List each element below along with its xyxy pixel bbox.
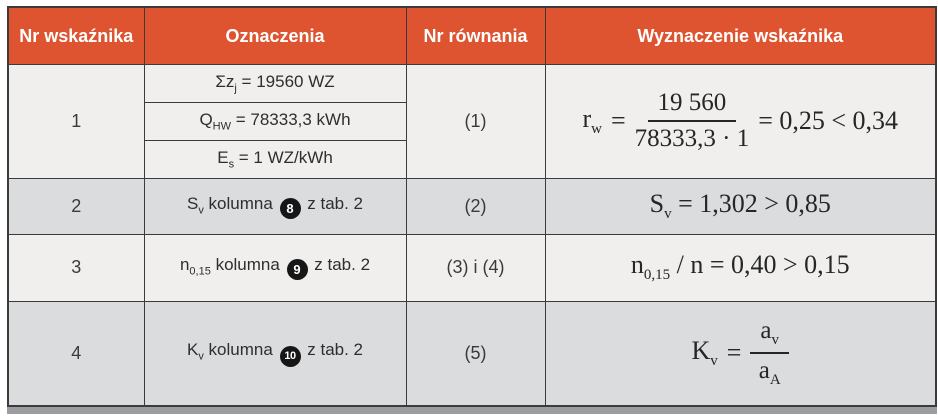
- fraction: av aA: [750, 317, 790, 389]
- rw-formula: rw = 19 560 78333,3 · 1 = 0,25 < 0,34: [550, 89, 932, 153]
- kv-formula: Kv = av aA: [550, 317, 932, 389]
- row4-designation: Kv kolumna 10 z tab. 2: [143, 300, 407, 407]
- row1-designation-2: QHW = 78333,3 kWh: [143, 101, 407, 141]
- designation-base: Σz: [215, 71, 235, 91]
- table-row: 2 Sv kolumna 8 z tab. 2 (2) Sv = 1,302 >…: [7, 177, 937, 235]
- table-row: QHW = 78333,3 kWh: [8, 101, 936, 141]
- row2-formula-cell: Sv = 1,302 > 0,85: [544, 177, 937, 235]
- sv-formula: Sv = 1,302 > 0,85: [649, 188, 831, 223]
- formula-result: = 0,25 < 0,34: [758, 106, 899, 135]
- designation-text: z tab. 2: [302, 193, 364, 213]
- designation-subscript: HW: [212, 120, 231, 133]
- equals-sign: =: [610, 106, 626, 135]
- row4-formula-cell: Kv = av aA: [544, 300, 937, 407]
- n015-formula: n0,15 / n = 0,40 > 0,15: [630, 250, 850, 284]
- header-nr-rownania: Nr równania: [405, 6, 546, 65]
- designation-text: kolumna: [203, 339, 278, 359]
- designation-base: K: [186, 339, 199, 359]
- indicators-table: Nr wskaźnika Oznaczenia Nr równania Wyzn…: [7, 6, 937, 407]
- designation-text: kolumna: [210, 255, 285, 274]
- designation-text: kolumna: [203, 193, 278, 213]
- row4-indicator-number: 4: [7, 300, 145, 407]
- header-oznaczenia: Oznaczenia: [143, 6, 407, 65]
- row1-indicator-number: 1: [7, 63, 145, 179]
- bottom-shadow-bar: [7, 407, 937, 414]
- formula-lhs: rw: [582, 103, 602, 138]
- designation-value: = 1 WZ/kWh: [234, 147, 333, 167]
- formula-lhs: Kv: [691, 336, 718, 370]
- row1-formula-cell: rw = 19 560 78333,3 · 1 = 0,25 < 0,34: [544, 63, 937, 179]
- row3-indicator-number: 3: [7, 233, 145, 302]
- row3-formula-cell: n0,15 / n = 0,40 > 0,15: [544, 233, 937, 302]
- row1-designation-1: Σzj = 19560 WZ: [143, 63, 407, 103]
- designation-subscript: v: [198, 350, 204, 363]
- row1-designation-3: Es = 1 WZ/kWh: [143, 139, 407, 179]
- designation-value: = 19560 WZ: [236, 71, 335, 91]
- row2-indicator-number: 2: [7, 177, 145, 235]
- designation-base: n: [179, 255, 190, 274]
- designation-value: = 78333,3 kWh: [231, 109, 351, 129]
- designation-subscript: s: [228, 158, 235, 171]
- designation-subscript: v: [198, 203, 204, 216]
- circled-number-badge: 9: [286, 259, 308, 280]
- table-header-row: Nr wskaźnika Oznaczenia Nr równania Wyzn…: [7, 6, 937, 65]
- table-row: 4 Kv kolumna 10 z tab. 2 (5) Kv = av aA: [7, 300, 937, 407]
- designation-base: Q: [199, 109, 213, 129]
- fraction-denominator: 78333,3 · 1: [634, 125, 750, 152]
- table-row: 1 Σzj = 19560 WZ (1) rw = 19 560 78333,3…: [7, 63, 937, 179]
- table-row: 3 n0,15 kolumna 9 z tab. 2 (3) i (4) n0,…: [7, 233, 937, 302]
- header-wyznaczenie-wskaznika: Wyznaczenie wskaźnika: [544, 6, 937, 65]
- header-nr-wskaznika: Nr wskaźnika: [7, 6, 145, 65]
- designation-base: E: [217, 147, 229, 167]
- fraction-numerator: 19 560: [647, 89, 737, 122]
- row2-equation-number: (2): [405, 177, 546, 235]
- fraction: 19 560 78333,3 · 1: [635, 89, 750, 153]
- row3-equation-number: (3) i (4): [405, 233, 546, 302]
- row2-designation: Sv kolumna 8 z tab. 2: [143, 177, 407, 235]
- circled-number-badge: 8: [279, 197, 301, 219]
- designation-text: z tab. 2: [309, 255, 371, 274]
- fraction-numerator: av: [750, 317, 790, 355]
- row3-designation: n0,15 kolumna 9 z tab. 2: [143, 233, 407, 302]
- equals-sign: =: [726, 338, 742, 368]
- row4-equation-number: (5): [405, 300, 546, 407]
- row1-equation-number: (1): [405, 63, 546, 179]
- designation-subscript: j: [234, 82, 237, 95]
- designation-subscript: 0,15: [189, 265, 211, 278]
- designation-text: z tab. 2: [302, 339, 364, 359]
- circled-number-badge: 10: [279, 345, 301, 367]
- designation-base: S: [186, 193, 199, 213]
- fraction-denominator: aA: [758, 357, 781, 389]
